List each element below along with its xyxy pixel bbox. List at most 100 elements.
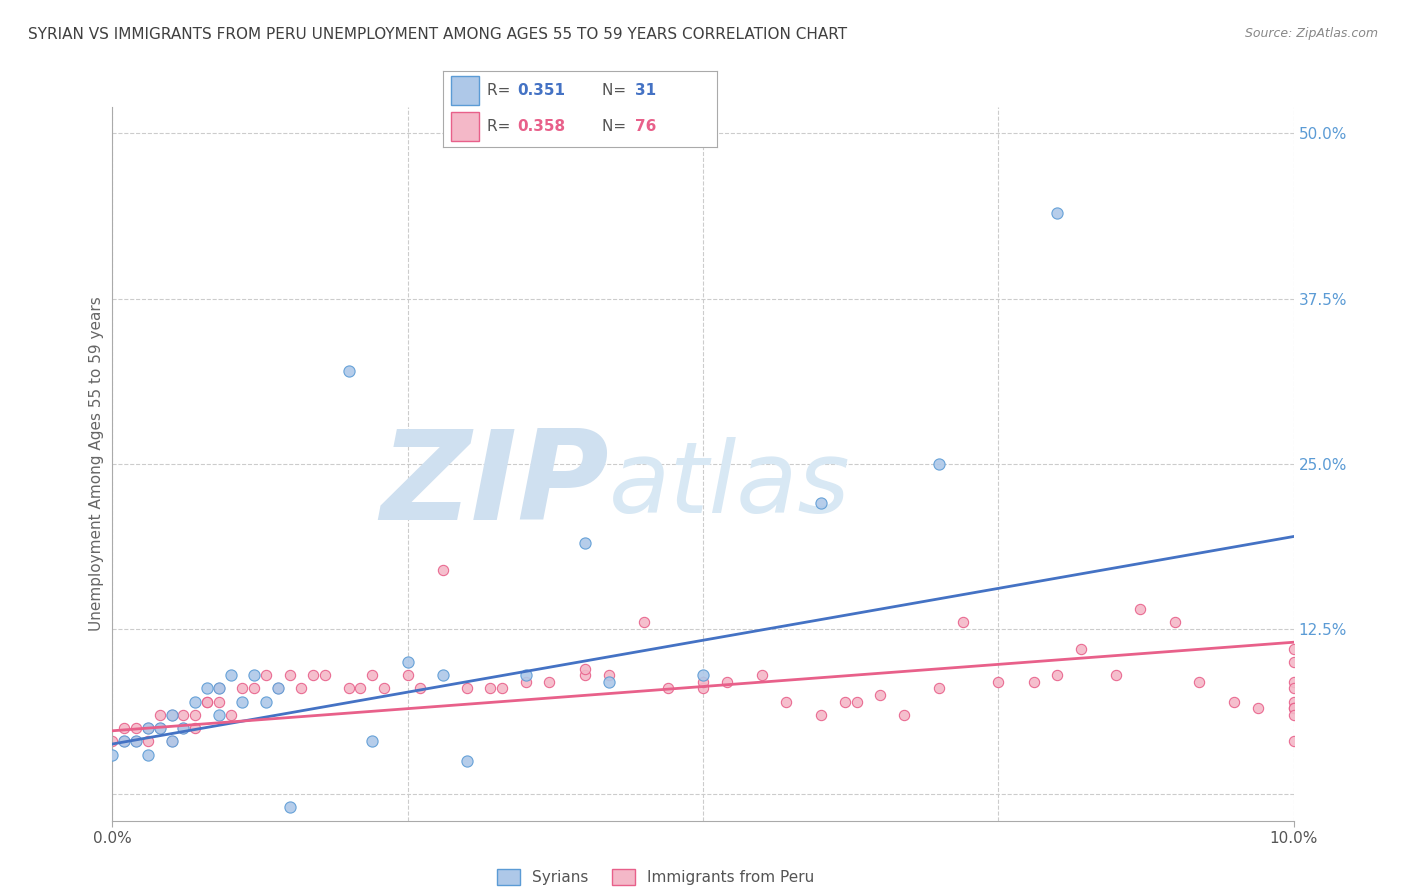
Point (1164, 615, 1187, 630)
Point (928, 681, 950, 696)
Point (160, 734, 183, 748)
Point (267, 681, 290, 696)
Point (456, 681, 478, 696)
Point (337, 681, 360, 696)
Text: 31: 31 (636, 83, 657, 98)
Point (1282, 655, 1305, 669)
Point (1188, 674, 1211, 689)
Point (112, 734, 135, 748)
Point (538, 674, 561, 689)
Point (195, 695, 218, 709)
Point (290, 681, 312, 696)
Point (1070, 641, 1092, 656)
Point (254, 695, 277, 709)
Point (136, 747, 159, 762)
Point (432, 668, 454, 682)
Point (893, 707, 915, 722)
Point (1046, 206, 1069, 220)
Point (254, 668, 277, 682)
Point (125, 734, 148, 748)
Point (1282, 681, 1305, 696)
Text: R=: R= (486, 83, 515, 98)
FancyBboxPatch shape (451, 112, 478, 141)
Text: 0.351: 0.351 (517, 83, 565, 98)
Point (184, 721, 207, 735)
Point (515, 674, 537, 689)
Point (278, 800, 301, 814)
Point (172, 721, 194, 735)
Point (1282, 701, 1305, 715)
Point (208, 707, 231, 722)
Point (101, 747, 124, 762)
Point (1129, 602, 1152, 616)
Point (373, 681, 395, 696)
Point (172, 707, 194, 722)
Point (1282, 695, 1305, 709)
Point (1022, 674, 1045, 689)
Point (349, 681, 371, 696)
Point (101, 734, 124, 748)
Point (112, 734, 135, 748)
Text: N=: N= (602, 120, 631, 134)
Point (574, 662, 596, 676)
Point (243, 668, 266, 682)
Point (1282, 674, 1305, 689)
Text: R=: R= (486, 120, 515, 134)
Point (692, 668, 714, 682)
Point (1282, 701, 1305, 715)
Legend: Syrians, Immigrants from Peru: Syrians, Immigrants from Peru (491, 863, 820, 891)
Point (195, 681, 218, 696)
Point (598, 668, 620, 682)
Text: 0.358: 0.358 (517, 120, 565, 134)
Point (160, 707, 183, 722)
Point (952, 615, 974, 630)
Point (172, 721, 194, 735)
Point (834, 695, 856, 709)
Point (337, 364, 360, 378)
Point (361, 668, 384, 682)
Point (278, 668, 301, 682)
Point (408, 681, 430, 696)
Point (243, 681, 266, 696)
Point (149, 721, 172, 735)
Point (302, 668, 325, 682)
Point (160, 734, 183, 748)
Point (598, 674, 620, 689)
Point (149, 721, 172, 735)
Point (1282, 641, 1305, 656)
Point (1282, 734, 1305, 748)
Point (633, 615, 655, 630)
Point (775, 695, 797, 709)
Point (491, 681, 513, 696)
Point (810, 707, 832, 722)
Point (928, 457, 950, 471)
Point (574, 668, 596, 682)
Point (149, 707, 172, 722)
Text: ZIP: ZIP (380, 425, 609, 546)
Point (208, 681, 231, 696)
Point (208, 695, 231, 709)
Point (869, 688, 891, 702)
Point (479, 681, 502, 696)
Text: Source: ZipAtlas.com: Source: ZipAtlas.com (1244, 27, 1378, 40)
Point (219, 707, 242, 722)
Point (574, 536, 596, 550)
Point (657, 681, 679, 696)
Point (692, 681, 714, 696)
Point (112, 721, 135, 735)
Point (515, 668, 537, 682)
Point (208, 681, 231, 696)
Point (432, 563, 454, 577)
Point (1282, 707, 1305, 722)
Point (751, 668, 773, 682)
Point (314, 668, 336, 682)
Point (136, 734, 159, 748)
Point (987, 674, 1010, 689)
Point (136, 721, 159, 735)
Point (1223, 695, 1246, 709)
Point (125, 734, 148, 748)
Point (184, 707, 207, 722)
Point (1247, 701, 1270, 715)
Point (456, 754, 478, 768)
Point (184, 695, 207, 709)
